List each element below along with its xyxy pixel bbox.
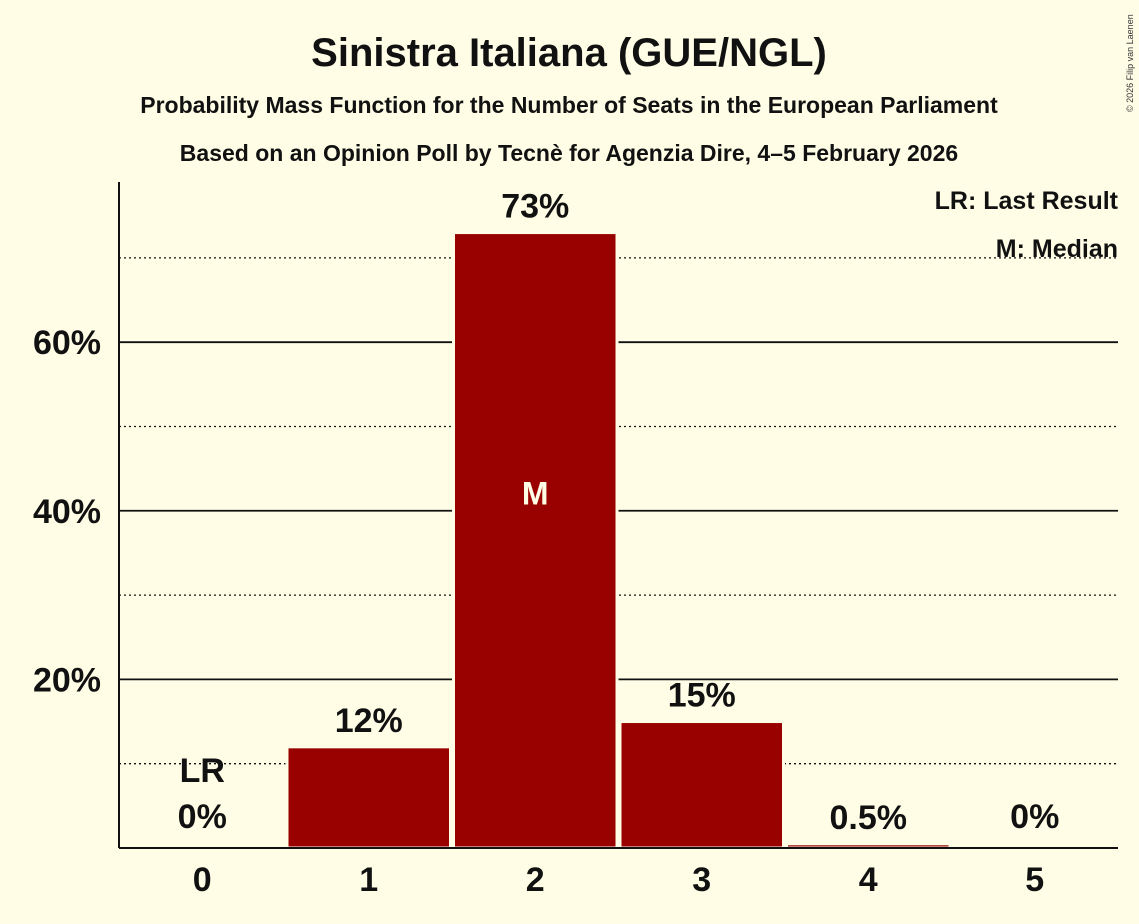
bar-labels: 0% LR 12% 73% M 15% 0.5% 0% xyxy=(178,188,1060,837)
value-label-3: 15% xyxy=(668,677,736,715)
value-label-1: 12% xyxy=(335,702,403,740)
bar-2 xyxy=(452,231,619,850)
chart-source: Based on an Opinion Poll by Tecnè for Ag… xyxy=(180,140,958,166)
x-tick-label: 2 xyxy=(526,861,545,899)
bars xyxy=(285,231,952,850)
x-tick-label: 3 xyxy=(692,861,711,899)
y-tick-label: 60% xyxy=(33,324,101,362)
median-marker: M xyxy=(522,475,549,511)
x-tick-label: 0 xyxy=(193,861,212,899)
last-result-marker: LR xyxy=(180,752,225,790)
chart-title: Sinistra Italiana (GUE/NGL) xyxy=(311,31,827,75)
y-axis-ticks: 20% 40% 60% xyxy=(33,324,101,699)
y-tick-label: 40% xyxy=(33,493,101,531)
x-tick-label: 5 xyxy=(1025,861,1044,899)
bar-3 xyxy=(618,720,785,850)
value-label-2: 73% xyxy=(501,188,569,226)
value-label-5: 0% xyxy=(1010,798,1059,836)
value-label-0: 0% xyxy=(178,798,227,836)
chart-subtitle: Probability Mass Function for the Number… xyxy=(140,92,998,118)
copyright: © 2026 Filip van Laenen xyxy=(1125,14,1135,112)
x-axis-ticks: 0 1 2 3 4 5 xyxy=(193,861,1044,899)
value-label-4: 0.5% xyxy=(830,799,908,837)
bar-1 xyxy=(285,745,452,850)
x-tick-label: 1 xyxy=(359,861,378,899)
legend-median: M: Median xyxy=(996,235,1118,263)
y-tick-label: 20% xyxy=(33,661,101,699)
x-tick-label: 4 xyxy=(859,861,878,899)
legend-last-result: LR: Last Result xyxy=(935,187,1119,215)
